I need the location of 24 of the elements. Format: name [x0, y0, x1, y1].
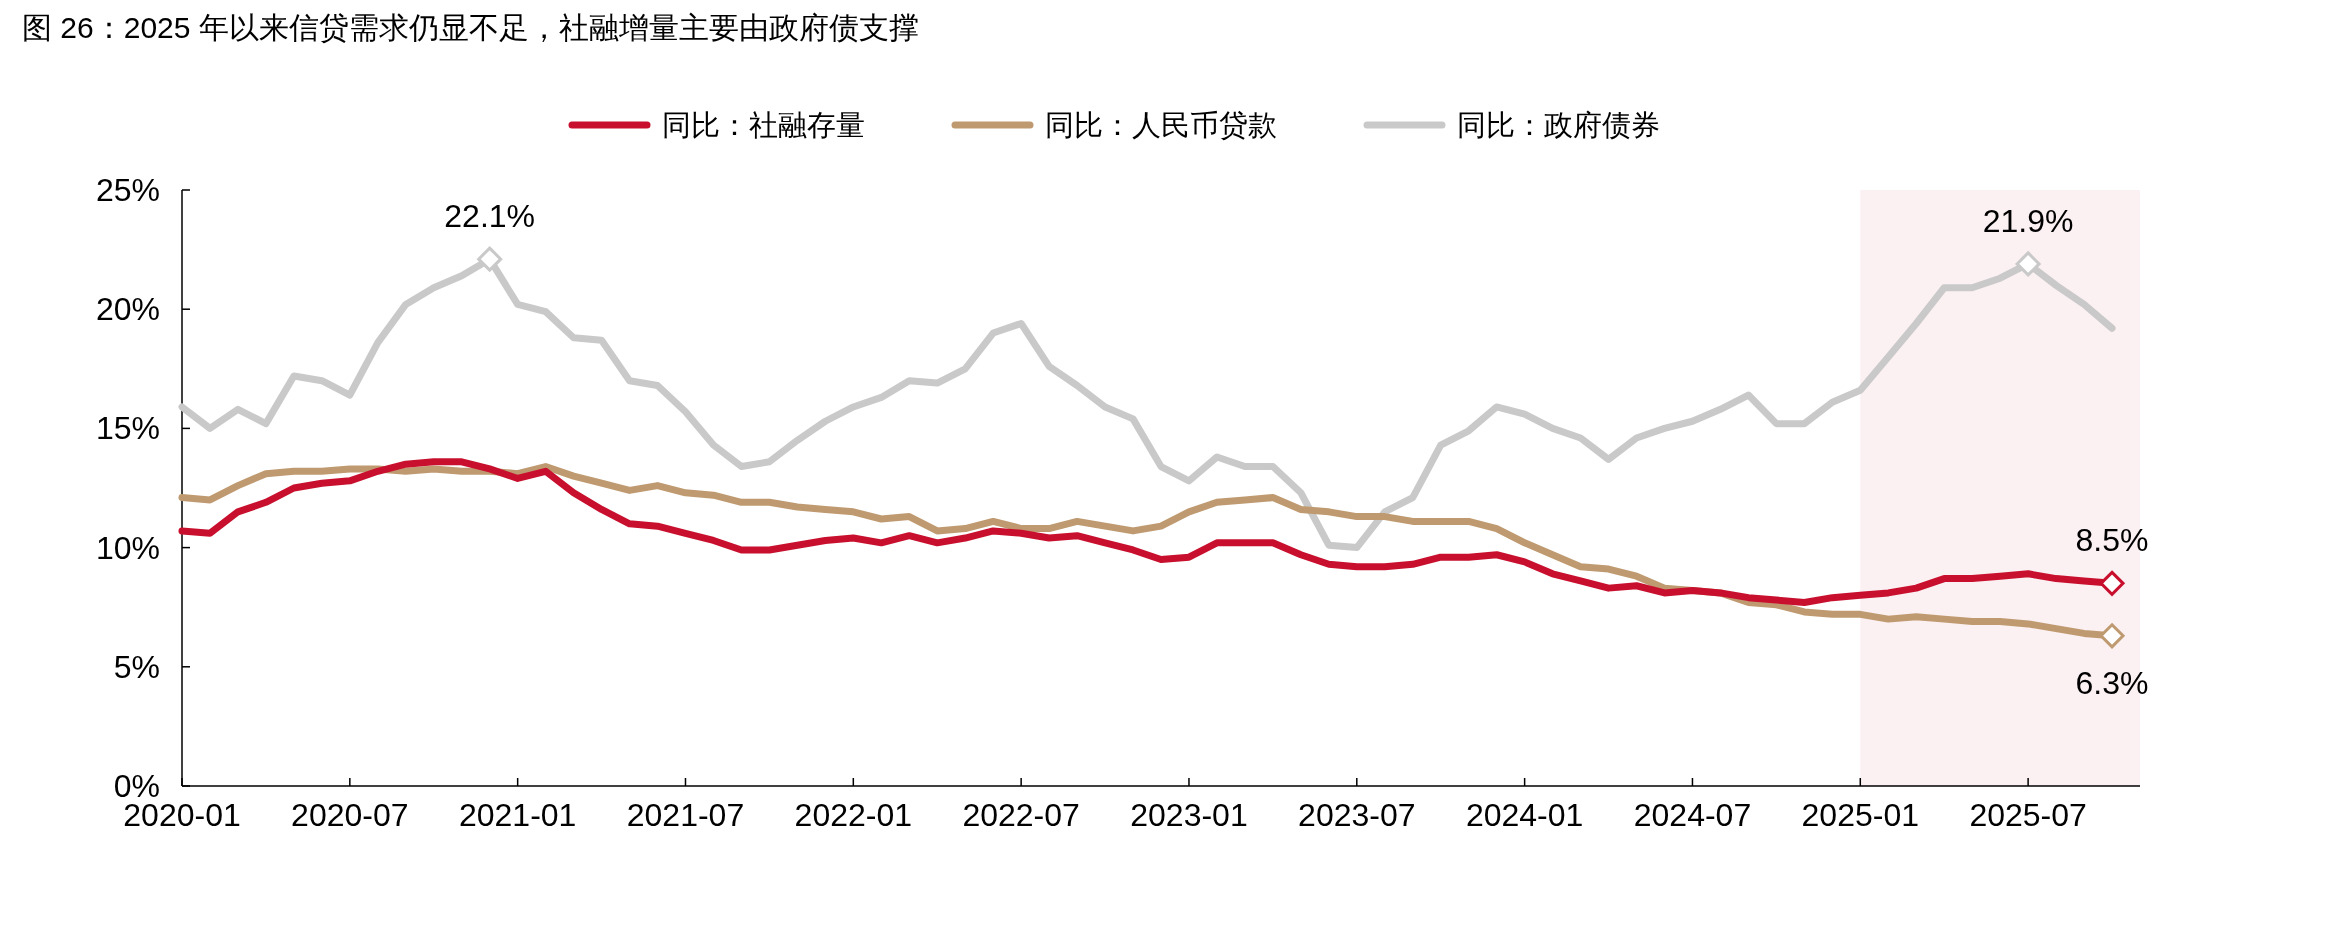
- xtick: 2024-07: [1633, 797, 1752, 833]
- xtick: 2025-07: [1969, 797, 2087, 833]
- annotation: 6.3%: [2075, 664, 2149, 701]
- ytick: 20%: [95, 291, 160, 328]
- ytick: 5%: [113, 648, 160, 685]
- xtick: 2023-01: [1130, 797, 1248, 833]
- xtick: 2021-07: [626, 797, 745, 833]
- ytick: 25%: [95, 172, 160, 208]
- annotation: 8.5%: [2075, 522, 2149, 559]
- xtick: 2025-01: [1801, 797, 1919, 833]
- ytick: 15%: [95, 410, 160, 447]
- xtick: 2024-01: [1465, 797, 1584, 833]
- legend-label: 同比：人民币贷款: [1045, 109, 1277, 141]
- xtick: 2021-01: [458, 797, 577, 833]
- xtick: 2022-07: [962, 797, 1080, 833]
- ytick: 10%: [95, 529, 160, 566]
- xtick: 2020-07: [291, 797, 409, 833]
- xtick: 2023-07: [1298, 797, 1416, 833]
- annotation: 21.9%: [1982, 202, 2074, 239]
- title: 图 26：2025 年以来信贷需求仍显不足，社融增量主要由政府债支撑: [22, 11, 919, 44]
- xtick: 2022-01: [794, 797, 913, 833]
- legend-label: 同比：社融存量: [662, 109, 865, 141]
- legend-label: 同比：政府债券: [1457, 109, 1660, 141]
- annotation: 22.1%: [444, 198, 536, 235]
